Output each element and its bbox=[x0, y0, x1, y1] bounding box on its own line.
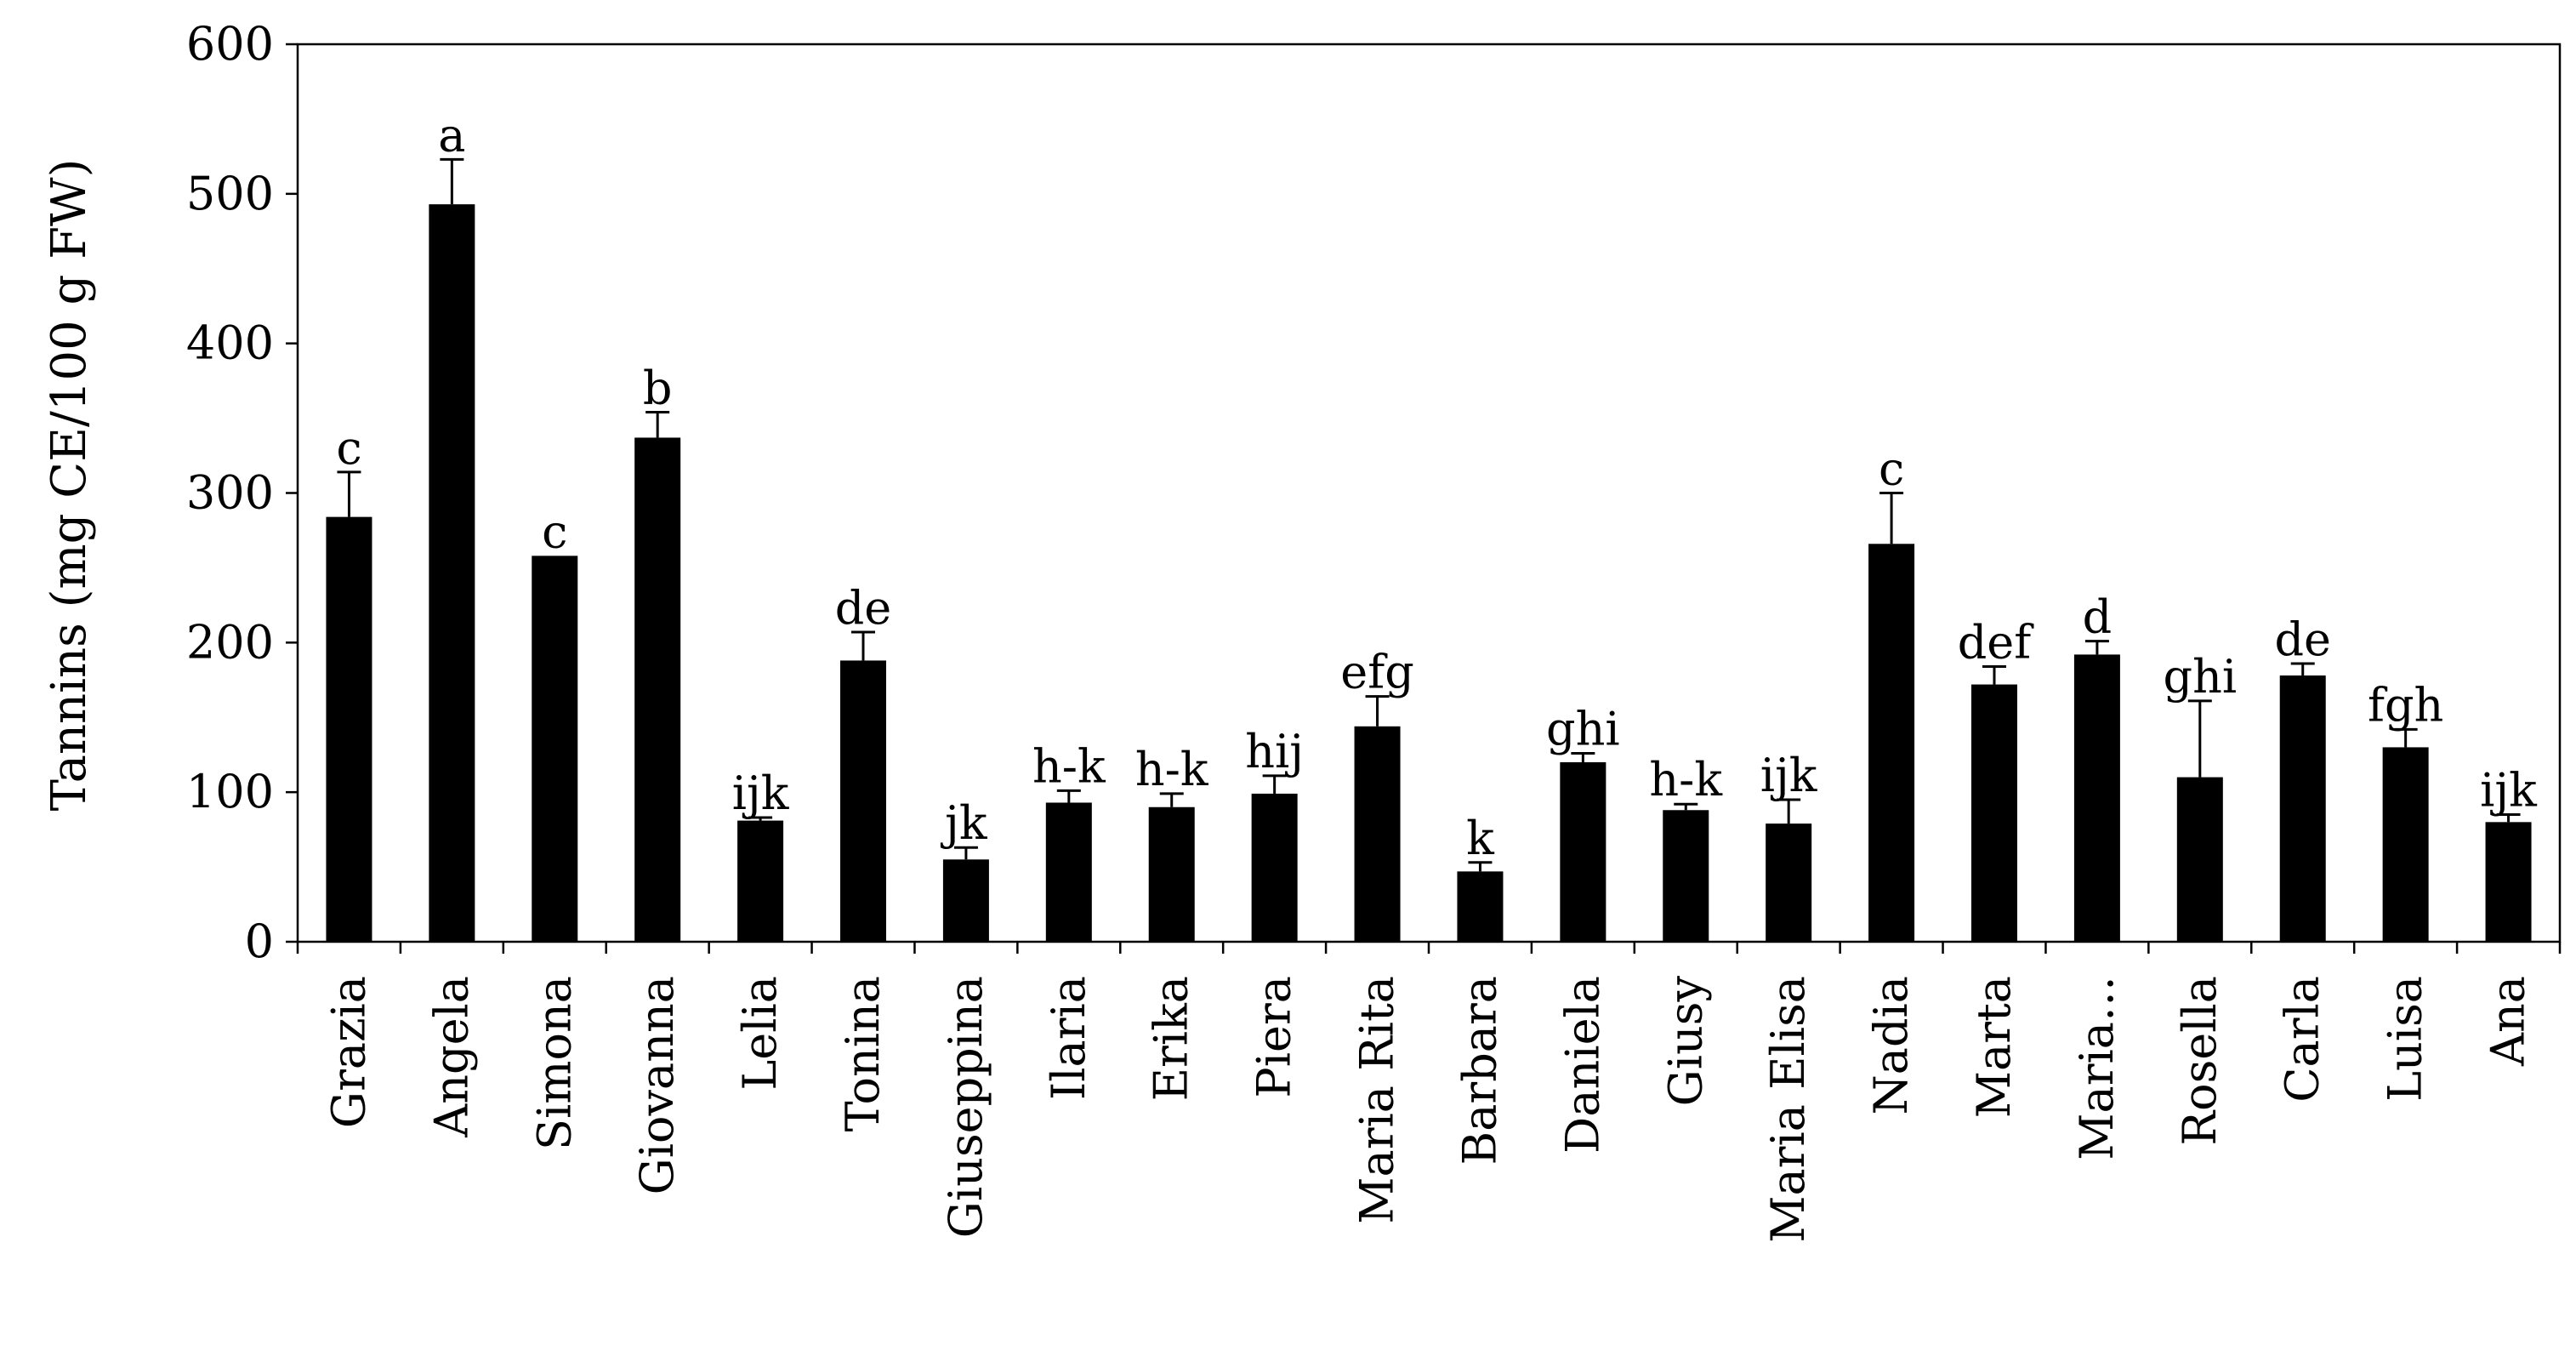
y-tick-labels-group: 0 100 200 300 400 500 600 bbox=[186, 17, 274, 968]
x-category-label: Nadia bbox=[1864, 976, 1918, 1114]
x-category-label: Giusy bbox=[1658, 976, 1712, 1107]
bar bbox=[532, 556, 578, 942]
significance-label: de bbox=[835, 581, 892, 635]
significance-label: h-k bbox=[1032, 739, 1106, 793]
bar bbox=[1251, 793, 1298, 942]
x-category-label: Giuseppina bbox=[939, 976, 992, 1238]
bar bbox=[1148, 806, 1195, 942]
significance-label: ghi bbox=[2164, 650, 2238, 704]
y-tick-label: 400 bbox=[186, 316, 274, 370]
x-category-label: Lelia bbox=[733, 976, 787, 1091]
significance-label: ijk bbox=[732, 767, 790, 820]
significance-label: a bbox=[438, 108, 465, 162]
x-category-label: Daniela bbox=[1555, 976, 1609, 1154]
y-tick-label: 300 bbox=[186, 466, 274, 520]
x-category-label: Ilaria bbox=[1042, 976, 1095, 1100]
bar bbox=[634, 437, 681, 942]
significance-label: hij bbox=[1245, 725, 1304, 778]
bar bbox=[2073, 654, 2120, 942]
bar bbox=[840, 660, 886, 942]
significance-label: efg bbox=[1340, 646, 1414, 699]
bar bbox=[2485, 822, 2532, 942]
x-category-label: Barbara bbox=[1453, 976, 1506, 1165]
y-tick-label: 200 bbox=[186, 615, 274, 669]
x-category-label: Luisa bbox=[2379, 976, 2432, 1102]
x-category-label: Maria Elisa bbox=[1761, 976, 1815, 1243]
bar bbox=[1354, 726, 1401, 942]
x-category-label: Ana bbox=[2482, 976, 2535, 1067]
significance-label: c bbox=[1879, 442, 1904, 496]
bar bbox=[1560, 762, 1606, 942]
x-category-label: Erika bbox=[1145, 976, 1198, 1101]
axes bbox=[286, 43, 2562, 954]
significance-label: c bbox=[336, 421, 361, 475]
y-tick-label: 500 bbox=[186, 167, 274, 220]
y-tick-label: 0 bbox=[245, 915, 274, 968]
significance-label: c bbox=[542, 504, 567, 558]
significance-label: h-k bbox=[1649, 753, 1723, 806]
bar bbox=[1663, 810, 1709, 942]
bar bbox=[326, 516, 372, 942]
bar bbox=[2176, 777, 2223, 942]
error-bars-group bbox=[337, 157, 2521, 872]
significance-label: ijk bbox=[1760, 749, 1818, 802]
significance-label: fgh bbox=[2368, 678, 2443, 732]
bar bbox=[942, 859, 989, 942]
x-category-label: Simona bbox=[527, 976, 581, 1150]
bar bbox=[2382, 747, 2429, 942]
y-axis-title: Tannins (mg CE/100 g FW) bbox=[42, 159, 97, 812]
bar bbox=[1971, 684, 2017, 942]
bar bbox=[1766, 824, 1812, 942]
significance-label: d bbox=[2083, 590, 2113, 644]
y-tick-label: 600 bbox=[186, 17, 274, 71]
x-category-label: Tonina bbox=[836, 976, 890, 1131]
x-category-label: Angela bbox=[424, 976, 478, 1138]
x-category-label: Carla bbox=[2276, 976, 2329, 1103]
bar bbox=[737, 820, 784, 942]
x-category-label: Maria… bbox=[2070, 976, 2124, 1160]
significance-label: def bbox=[1958, 615, 2035, 669]
x-category-labels-group: Grazia Angela Simona Giovanna Lelia Tonina Giu… bbox=[321, 976, 2534, 1243]
bar bbox=[429, 204, 475, 942]
significance-label: h-k bbox=[1135, 743, 1209, 796]
x-category-label: Marta bbox=[1967, 976, 2021, 1118]
significance-label: de bbox=[2274, 613, 2331, 666]
bar bbox=[1868, 544, 1915, 942]
significance-label: ghi bbox=[1546, 702, 1620, 755]
bar bbox=[1045, 802, 1092, 942]
significance-label: b bbox=[643, 362, 673, 415]
bar bbox=[1457, 871, 1504, 942]
significance-label: ijk bbox=[2480, 764, 2538, 818]
significance-label: k bbox=[1466, 812, 1495, 865]
significance-label: jk bbox=[940, 796, 988, 850]
y-tick-label: 100 bbox=[186, 765, 274, 818]
bar bbox=[2279, 675, 2326, 942]
x-category-label: Piera bbox=[1248, 976, 1301, 1098]
x-category-label: Rosella bbox=[2173, 976, 2226, 1146]
x-category-label: Grazia bbox=[321, 976, 375, 1128]
bars-group bbox=[326, 204, 2532, 942]
x-category-label: Giovanna bbox=[630, 976, 684, 1194]
x-category-label: Maria Rita bbox=[1351, 976, 1404, 1224]
